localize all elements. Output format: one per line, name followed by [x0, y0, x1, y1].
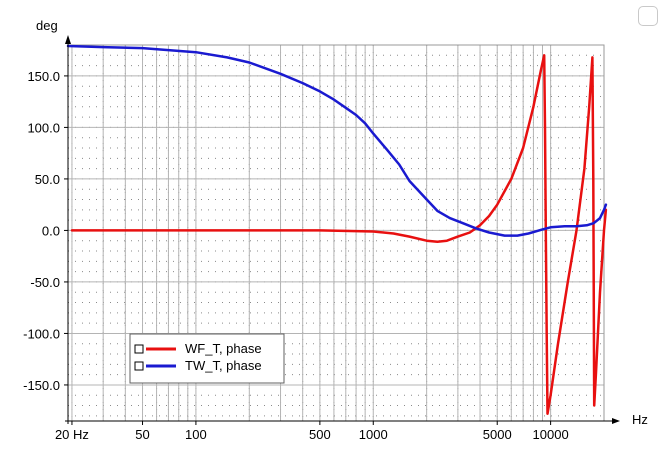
y-axis-label: deg — [36, 18, 58, 33]
y-tick-label: 100.0 — [27, 120, 60, 135]
x-tick-label: 500 — [309, 427, 331, 442]
y-tick-label: -50.0 — [30, 275, 60, 290]
y-axis-arrow — [65, 35, 71, 44]
series-layer — [66, 44, 608, 416]
x-tick-label: 20 Hz — [55, 427, 89, 442]
x-tick-label: 100 — [185, 427, 207, 442]
legend-checkbox-wf[interactable] — [134, 344, 144, 354]
y-tick-label: 150.0 — [27, 69, 60, 84]
y-tick-label: -100.0 — [23, 326, 60, 341]
x-axis-arrow — [612, 418, 620, 424]
legend-label-tw: TW_T, phase — [185, 358, 262, 373]
x-axis-label: Hz — [632, 412, 648, 427]
x-tick-label: 10000 — [533, 427, 569, 442]
y-tick-label: 50.0 — [35, 172, 60, 187]
series-line-wf — [70, 54, 608, 416]
x-tick-label: 5000 — [483, 427, 512, 442]
legend: WF_T, phase TW_T, phase — [129, 333, 285, 384]
x-tick-label: 1000 — [359, 427, 388, 442]
series-line-tw — [66, 44, 608, 237]
legend-label-wf: WF_T, phase — [185, 341, 262, 356]
legend-box — [129, 333, 285, 384]
legend-entry-wf[interactable]: WF_T, phase — [134, 341, 262, 356]
y-tick-label: 0.0 — [42, 223, 60, 238]
y-tick-label: -150.0 — [23, 378, 60, 393]
x-tick-label: 50 — [135, 427, 149, 442]
legend-entry-tw[interactable]: TW_T, phase — [134, 358, 262, 373]
window-corner-button[interactable] — [638, 6, 658, 26]
tick-labels: 150.0 100.0 50.0 0.0 -50.0 -100.0 -150.0 20 Hz 5… — [23, 69, 569, 442]
axes-layer — [64, 35, 620, 425]
legend-checkbox-tw[interactable] — [134, 361, 144, 371]
